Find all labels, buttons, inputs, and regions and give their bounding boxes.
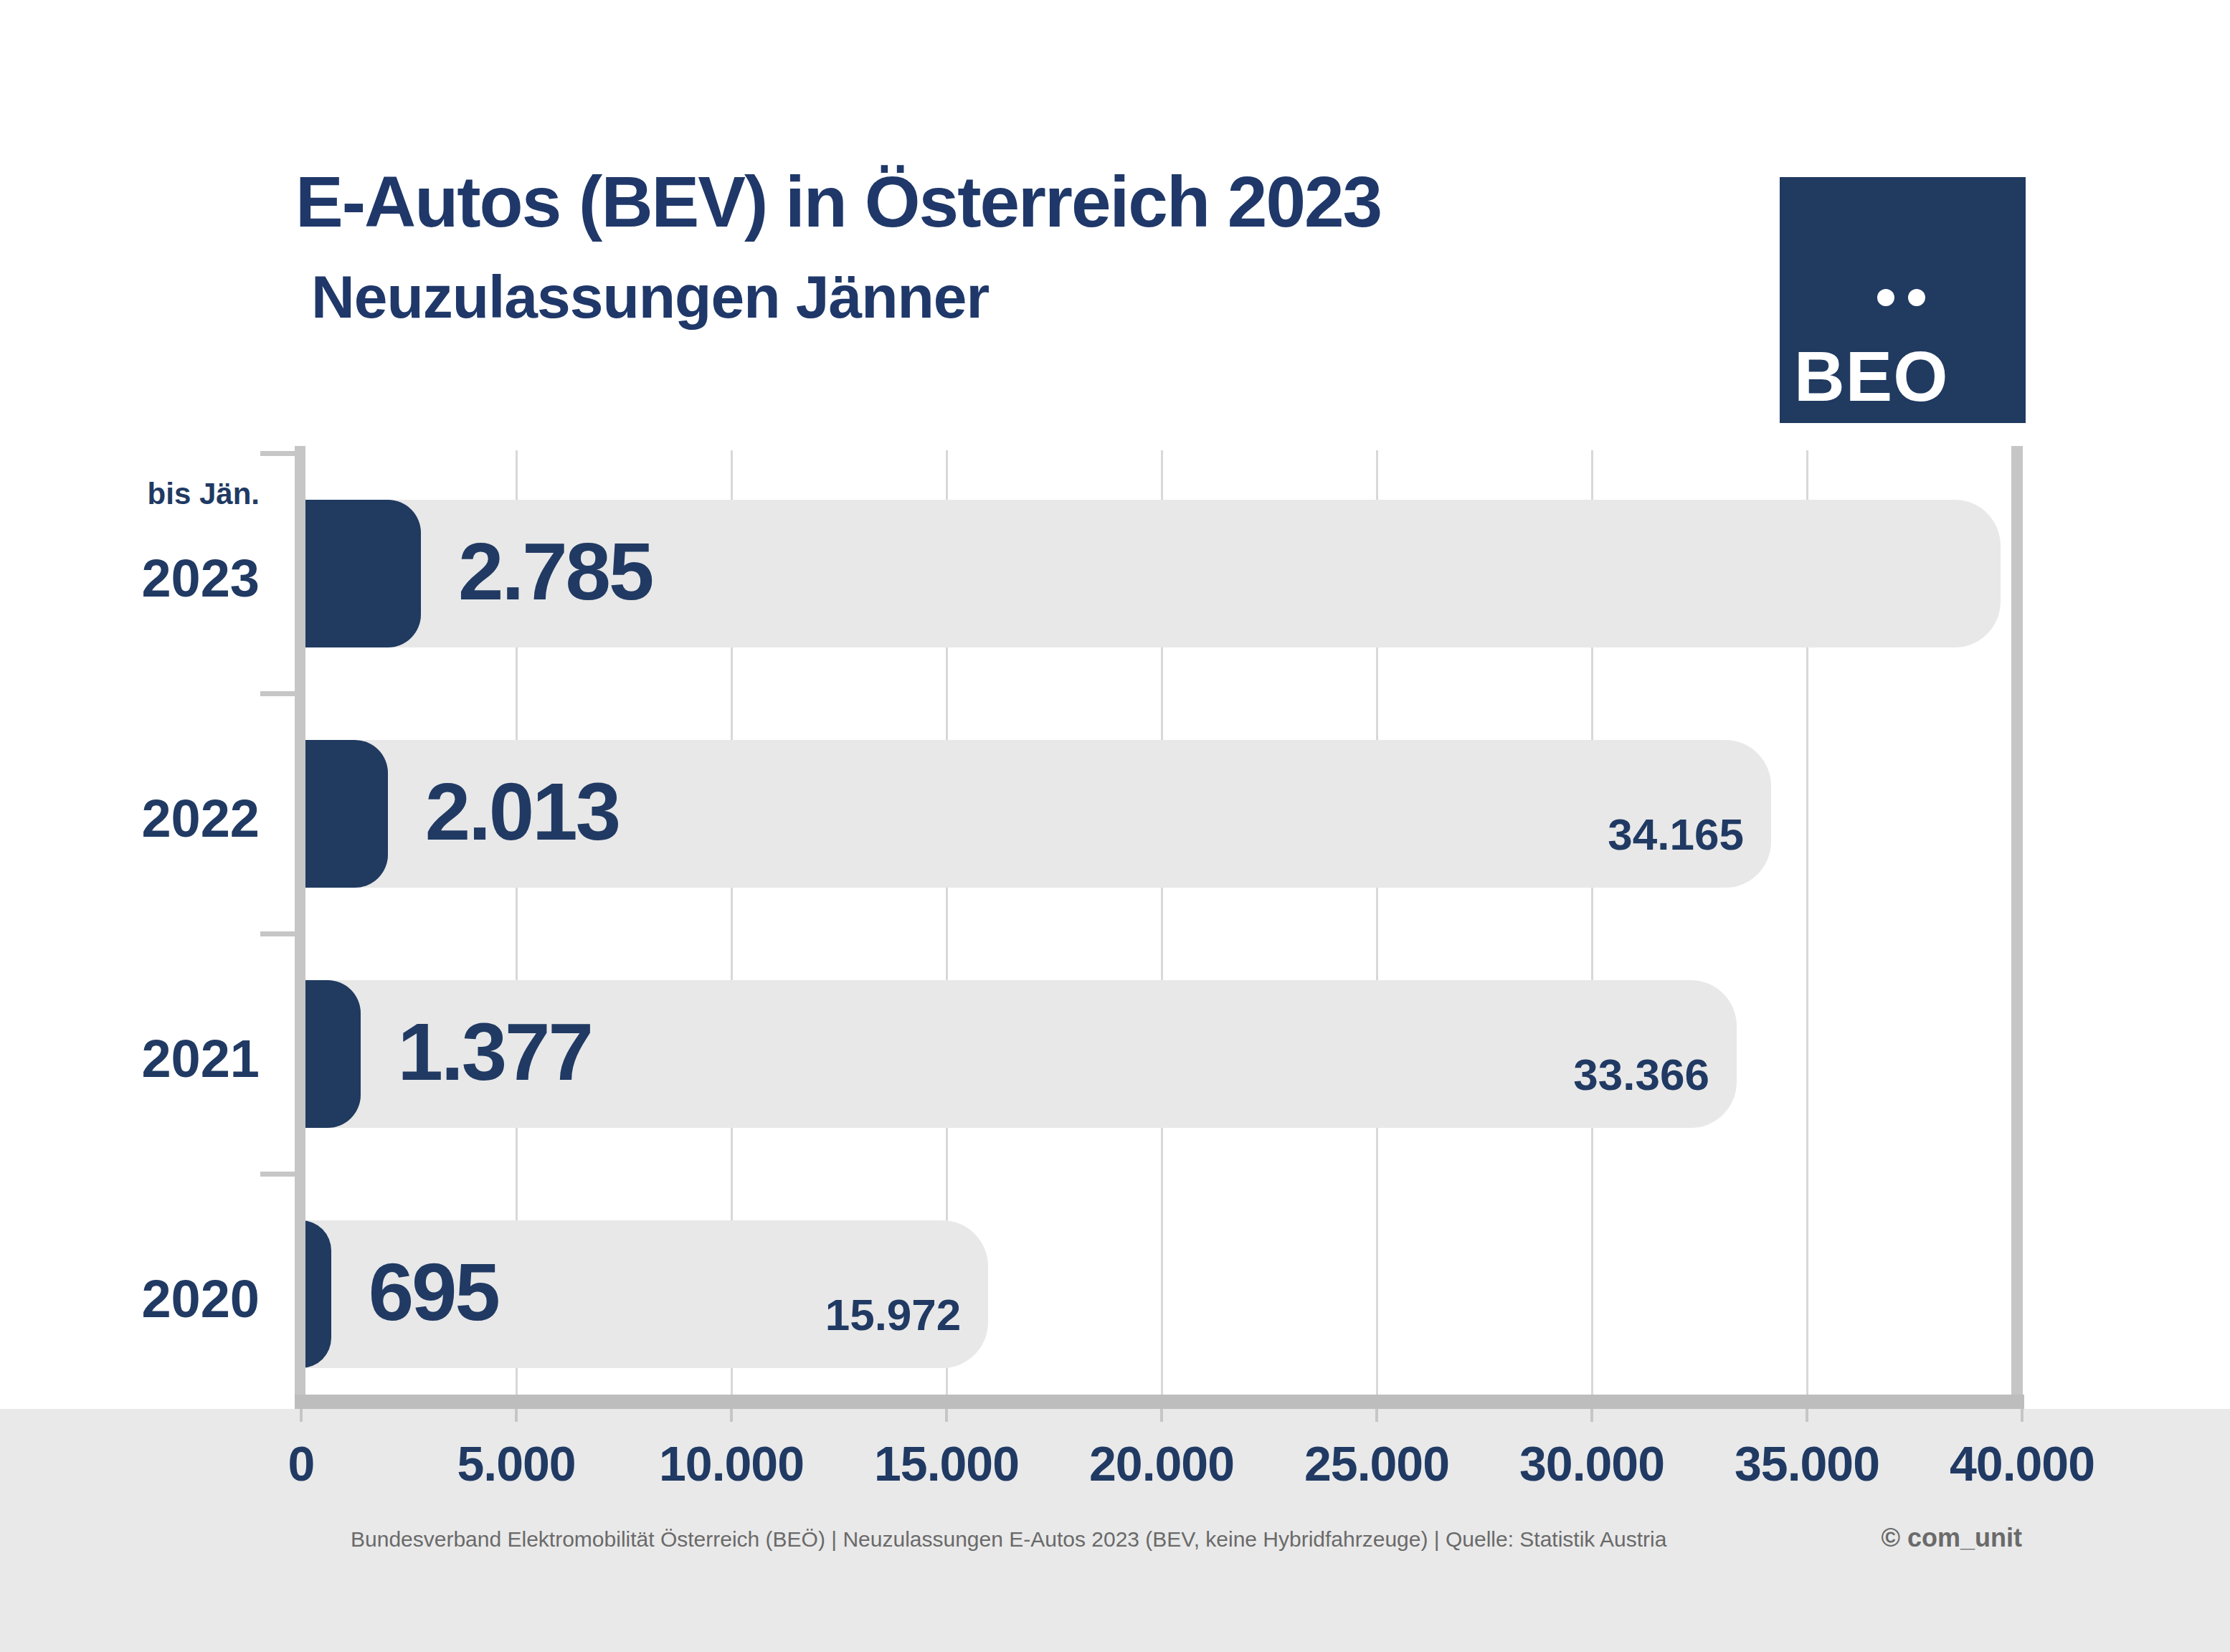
footer-copyright: © com_unit xyxy=(1721,1523,2022,1553)
x-axis-tick-label: 30.000 xyxy=(1519,1435,1664,1491)
y-axis-tick xyxy=(260,451,295,456)
x-axis-tick xyxy=(945,1409,948,1422)
bar-january xyxy=(301,500,421,647)
january-value-label: 2.785 xyxy=(458,531,652,612)
x-axis-tick-label: 35.000 xyxy=(1735,1435,1879,1491)
plot-right-border xyxy=(2011,446,2023,1409)
y-axis-line xyxy=(295,446,305,1409)
logo-umlaut-dots xyxy=(1877,289,1925,306)
x-axis-tick-label: 10.000 xyxy=(659,1435,804,1491)
y-axis-tick xyxy=(260,691,295,696)
logo-dot xyxy=(1877,289,1894,306)
x-axis-tick-label: 5.000 xyxy=(457,1435,575,1491)
chart-title: E-Autos (BEV) in Österreich 2023 xyxy=(295,161,1381,243)
row-label-year: 2021 xyxy=(0,1032,260,1086)
chart-subtitle: Neuzulassungen Jänner xyxy=(311,262,989,332)
x-axis-tick-label: 40.000 xyxy=(1950,1435,2094,1491)
x-axis-tick xyxy=(1375,1409,1378,1422)
x-axis-tick-label: 20.000 xyxy=(1089,1435,1234,1491)
y-axis-tick xyxy=(260,931,295,936)
total-value-label: 34.165 xyxy=(301,812,1744,857)
row-label-year: 2020 xyxy=(0,1273,260,1326)
y-axis-tick xyxy=(260,1172,295,1177)
beo-logo: BEO xyxy=(1780,177,2026,423)
x-axis-tick-label: 15.000 xyxy=(874,1435,1019,1491)
logo-dot xyxy=(1908,289,1925,306)
row-label-year: 2023 xyxy=(0,552,260,605)
x-axis-tick-label: 0 xyxy=(288,1435,315,1491)
row-label-year: 2022 xyxy=(0,792,260,845)
x-axis-tick xyxy=(1590,1409,1593,1422)
total-value-label: 15.972 xyxy=(301,1293,961,1337)
x-axis-tick xyxy=(515,1409,518,1422)
x-axis-line xyxy=(295,1395,2024,1409)
x-axis-tick-label: 25.000 xyxy=(1304,1435,1449,1491)
total-value-label: 33.366 xyxy=(301,1053,1709,1097)
logo-text: BEO xyxy=(1794,336,1948,417)
infographic-canvas: E-Autos (BEV) in Österreich 2023 Neuzula… xyxy=(0,0,2230,1652)
footer-source: Bundesverband Elektromobilität Österreic… xyxy=(351,1527,1666,1552)
x-axis-tick xyxy=(300,1409,303,1422)
x-axis-tick xyxy=(730,1409,733,1422)
x-axis-tick xyxy=(1160,1409,1163,1422)
x-axis-tick xyxy=(1806,1409,1808,1422)
row-label-prefix: bis Jän. xyxy=(0,479,260,509)
x-axis-tick xyxy=(2021,1409,2023,1422)
